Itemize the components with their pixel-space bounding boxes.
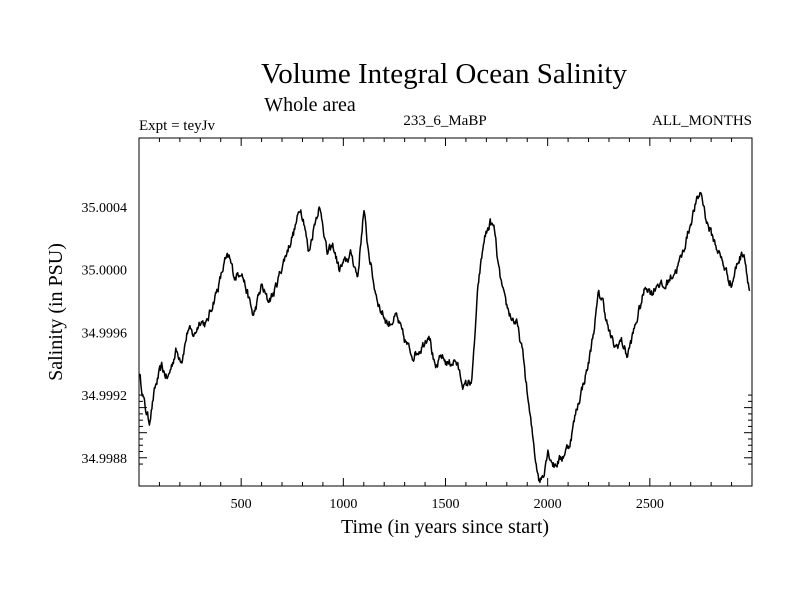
chart-title: Volume Integral Ocean Salinity (261, 58, 627, 90)
y-tick-label: 34.9996 (82, 326, 128, 341)
y-axis: 34.9988 34.9992 34.9996 35.0000 35.0004 (82, 201, 752, 467)
chart-subtitle: Whole area (264, 94, 356, 116)
y-tick-label: 35.0000 (82, 264, 128, 279)
y-axis-label: Salinity (in PSU) (45, 243, 67, 381)
y-tick-label: 35.0004 (82, 201, 128, 216)
plot-frame (138, 137, 753, 487)
x-axis-label: Time (in years since start) (341, 516, 549, 538)
period-label: 233_6_MaBP (403, 113, 486, 129)
months-label: ALL_MONTHS (652, 113, 752, 129)
x-tick-label: 2000 (534, 497, 562, 512)
y-tick-label: 34.9988 (82, 452, 128, 467)
y-tick-label: 34.9992 (82, 389, 128, 404)
x-tick-label: 2500 (636, 497, 664, 512)
x-tick-label: 500 (231, 497, 252, 512)
experiment-label: Expt = teyJv (139, 118, 215, 134)
x-axis: 500 1000 1500 2000 2500 (158, 138, 733, 512)
x-tick-label: 1500 (432, 497, 460, 512)
series-line-salinity (138, 191, 751, 484)
x-tick-label: 1000 (329, 497, 357, 512)
